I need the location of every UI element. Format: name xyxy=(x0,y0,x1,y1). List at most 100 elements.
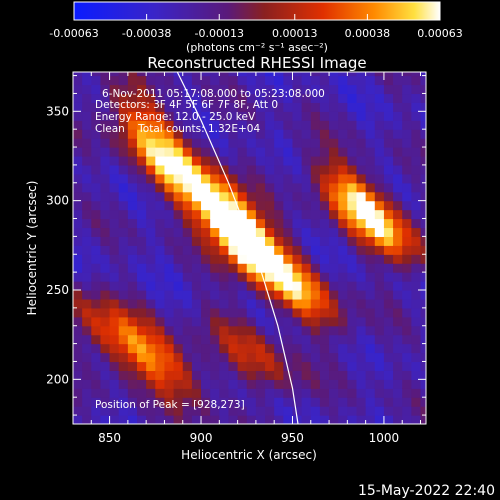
heatmap-cell xyxy=(73,281,83,291)
heatmap-cell xyxy=(301,102,312,112)
heatmap-cell xyxy=(127,406,138,416)
heatmap-cell xyxy=(173,415,184,424)
heatmap-cell xyxy=(356,245,367,255)
heatmap-cell xyxy=(402,182,412,193)
heatmap-cell xyxy=(329,370,339,380)
heatmap-cell xyxy=(155,236,166,246)
heatmap-cell xyxy=(73,200,83,211)
heatmap-cell xyxy=(383,307,394,318)
heatmap-cell xyxy=(310,415,321,424)
heatmap-cell xyxy=(255,236,266,246)
heatmap-cell xyxy=(329,111,339,121)
heatmap-cell xyxy=(164,102,175,112)
heatmap-cell xyxy=(255,111,266,121)
heatmap-cell xyxy=(201,147,211,157)
heatmap-cell xyxy=(73,397,83,407)
heatmap-cell xyxy=(319,102,330,112)
heatmap-cell xyxy=(164,397,175,407)
heatmap-cell xyxy=(319,361,330,371)
heatmap-cell xyxy=(301,111,312,121)
heatmap-cell xyxy=(146,155,156,166)
heatmap-cell xyxy=(118,111,129,121)
heatmap-cell xyxy=(365,325,376,336)
heatmap-cell xyxy=(228,84,239,95)
heatmap-cell xyxy=(265,120,275,130)
heatmap-cell xyxy=(82,370,92,380)
heatmap xyxy=(73,72,426,424)
heatmap-cell xyxy=(137,218,147,229)
y-tick-label: 250 xyxy=(46,283,69,297)
heatmap-cell xyxy=(402,263,412,273)
heatmap-cell xyxy=(393,164,403,175)
heatmap-cell xyxy=(329,388,339,398)
heatmap-cell xyxy=(383,397,394,407)
heatmap-cell xyxy=(365,289,376,300)
heatmap-cell xyxy=(338,289,348,300)
heatmap-cell xyxy=(228,200,239,211)
heatmap-cell xyxy=(82,289,92,300)
heatmap-cell xyxy=(420,406,426,416)
heatmap-cell xyxy=(237,218,248,229)
heatmap-cell xyxy=(338,361,348,371)
annotation-detectors: Detectors: 3F 4F 5F 6F 7F 8F, Att 0 xyxy=(95,99,278,111)
heatmap-cell xyxy=(393,209,403,220)
heatmap-cell xyxy=(265,147,275,157)
heatmap-cell xyxy=(237,272,248,282)
heatmap-cell xyxy=(155,397,166,407)
heatmap-cell xyxy=(210,325,220,336)
heatmap-cell xyxy=(191,281,202,291)
heatmap-cell xyxy=(347,415,358,424)
heatmap-cell xyxy=(374,129,385,139)
heatmap-cell xyxy=(347,111,358,121)
heatmap-cell xyxy=(73,272,83,282)
heatmap-cell xyxy=(383,155,394,166)
heatmap-cell xyxy=(91,245,102,255)
y-tick-label: 300 xyxy=(46,194,69,208)
heatmap-cell xyxy=(402,352,412,363)
heatmap-cell xyxy=(347,209,358,220)
heatmap-cell xyxy=(319,84,330,95)
heatmap-cell xyxy=(237,325,248,336)
heatmap-cell xyxy=(118,388,129,398)
heatmap-cell xyxy=(82,120,92,130)
heatmap-cell xyxy=(219,281,230,291)
heatmap-cell xyxy=(310,370,321,380)
heatmap-cell xyxy=(393,72,403,77)
heatmap-cell xyxy=(292,388,303,398)
heatmap-cell xyxy=(246,388,257,398)
heatmap-cell xyxy=(301,406,312,416)
heatmap-cell xyxy=(383,164,394,175)
heatmap-cell xyxy=(246,173,257,184)
heatmap-cell xyxy=(219,272,230,282)
heatmap-cell xyxy=(228,147,239,157)
heatmap-cell xyxy=(374,72,385,77)
heatmap-cell xyxy=(301,352,312,363)
heatmap-cell xyxy=(265,343,275,354)
heatmap-cell xyxy=(109,209,120,220)
heatmap-cell xyxy=(191,120,202,130)
heatmap-cell xyxy=(411,102,422,112)
heatmap-cell xyxy=(356,325,367,336)
heatmap-cell xyxy=(109,334,120,345)
heatmap-cell xyxy=(191,415,202,424)
heatmap-cell xyxy=(402,72,412,77)
chart-title: Reconstructed RHESSI Image xyxy=(147,54,366,72)
heatmap-cell xyxy=(191,227,202,237)
heatmap-cell xyxy=(411,200,422,211)
heatmap-cell xyxy=(383,289,394,300)
heatmap-cell xyxy=(246,272,257,282)
heatmap-cell xyxy=(365,254,376,264)
heatmap-cell xyxy=(191,352,202,363)
heatmap-cell xyxy=(420,129,426,139)
heatmap-cell xyxy=(283,93,294,103)
heatmap-cell xyxy=(347,245,358,255)
heatmap-cell xyxy=(301,370,312,380)
heatmap-cell xyxy=(301,129,312,139)
heatmap-cell xyxy=(100,129,111,139)
heatmap-cell xyxy=(210,164,220,175)
heatmap-cell xyxy=(228,182,239,193)
heatmap-cell xyxy=(347,307,358,318)
annotation-time-range: 6-Nov-2011 05:17:08.000 to 05:23:08.000 xyxy=(102,88,325,100)
heatmap-cell xyxy=(127,75,138,86)
heatmap-cell xyxy=(319,120,330,130)
